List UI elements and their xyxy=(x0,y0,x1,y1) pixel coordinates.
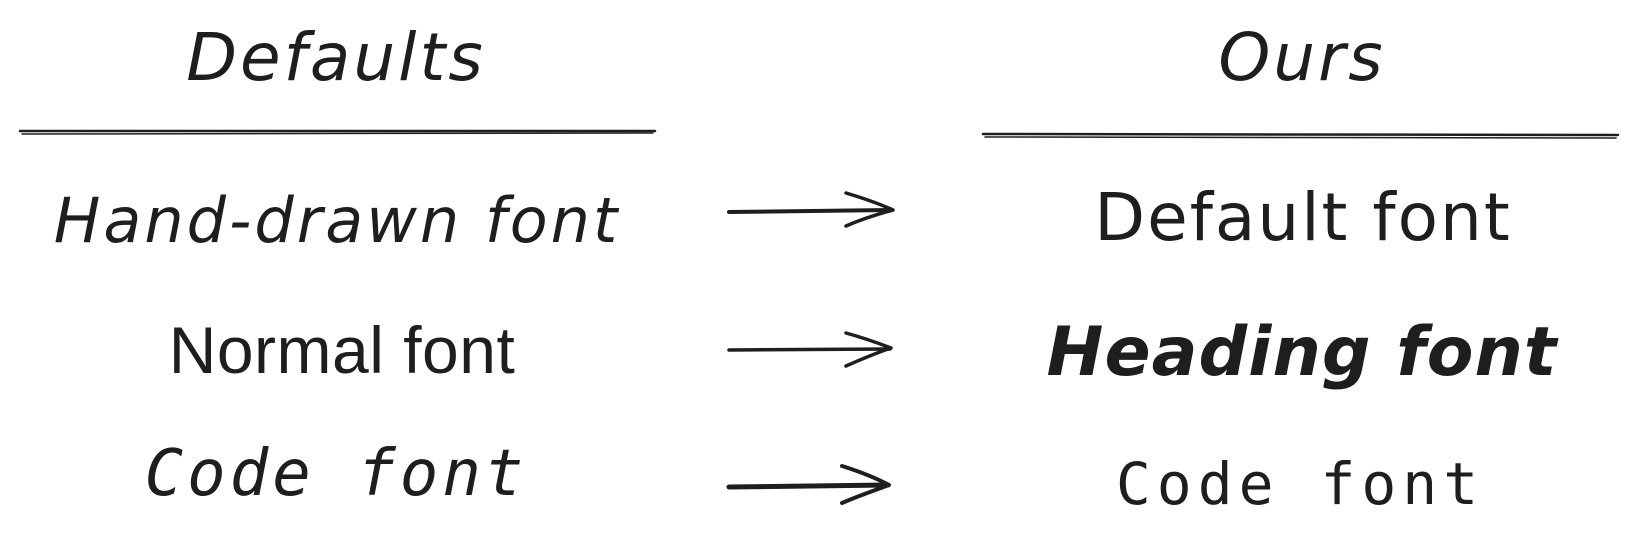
defaults-header: Defaults xyxy=(186,19,486,96)
row-3-left-label: Code font xyxy=(144,437,528,511)
row-2-right-label: Heading font xyxy=(1046,313,1558,392)
defaults-divider xyxy=(18,129,657,135)
ours-divider xyxy=(981,132,1620,139)
row-1-right-label: Default font xyxy=(1094,179,1512,256)
row-2-left-label: Normal font xyxy=(168,313,516,387)
row-1-left-label: Hand-drawn font xyxy=(53,184,621,257)
row-3-right-label: Code font xyxy=(1115,450,1485,518)
right-arrow-icon xyxy=(727,191,895,228)
right-arrow-icon xyxy=(727,331,893,368)
ours-header: Ours xyxy=(1218,19,1386,96)
right-arrow-icon xyxy=(726,464,891,505)
